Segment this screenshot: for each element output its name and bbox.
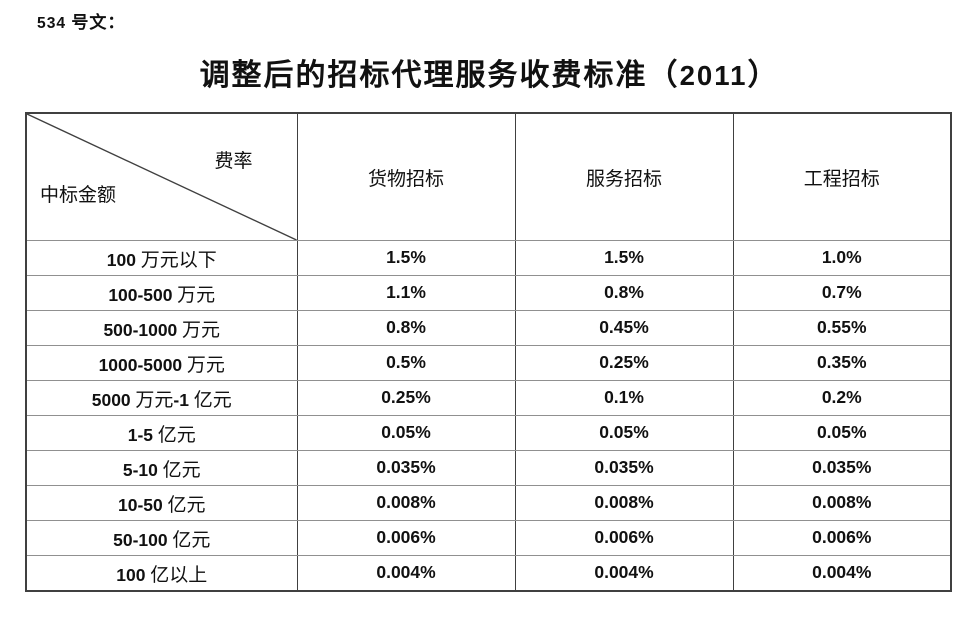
column-header-services: 服务招标: [514, 112, 734, 241]
row-label: 100 亿以上: [25, 555, 298, 592]
row-label: 5-10 亿元: [25, 450, 298, 486]
rate-cell: 0.8%: [296, 310, 516, 346]
table-row: 5-10 亿元 0.035% 0.035% 0.035%: [25, 450, 952, 486]
table-row: 100 亿以上 0.004% 0.004% 0.004%: [25, 555, 952, 592]
column-header-goods: 货物招标: [296, 112, 516, 241]
row-label: 100-500 万元: [25, 275, 298, 311]
rate-cell: 0.035%: [296, 450, 516, 486]
page-title: 调整后的招标代理服务收费标准（2011）: [199, 59, 780, 92]
row-label: 10-50 亿元: [25, 485, 298, 521]
rate-cell: 0.35%: [732, 345, 952, 381]
rate-cell: 0.25%: [296, 380, 516, 416]
rate-cell: 0.006%: [732, 520, 952, 556]
corner-amount-label: 中标金额: [40, 185, 117, 206]
diagonal-line: [27, 114, 297, 240]
corner-header-cell: 费率 中标金额: [25, 112, 298, 241]
table-row: 50-100 亿元 0.006% 0.006% 0.006%: [25, 520, 952, 556]
table-row: 100-500 万元 1.1% 0.8% 0.7%: [25, 275, 952, 311]
rate-cell: 0.5%: [296, 345, 516, 381]
row-label: 100 万元以下: [25, 240, 298, 276]
rate-cell: 0.05%: [296, 415, 516, 451]
table-row: 500-1000 万元 0.8% 0.45% 0.55%: [25, 310, 952, 346]
rate-cell: 0.55%: [732, 310, 952, 346]
table-row: 1-5 亿元 0.05% 0.05% 0.05%: [25, 415, 952, 451]
table-row: 10-50 亿元 0.008% 0.008% 0.008%: [25, 485, 952, 521]
rate-cell: 0.008%: [732, 485, 952, 521]
rate-cell: 0.25%: [514, 345, 734, 381]
rate-cell: 0.008%: [514, 485, 734, 521]
rate-cell: 0.004%: [296, 555, 516, 592]
row-label: 50-100 亿元: [25, 520, 298, 556]
table-row: 5000 万元-1 亿元 0.25% 0.1% 0.2%: [25, 380, 952, 416]
rate-cell: 0.7%: [732, 275, 952, 311]
row-label: 500-1000 万元: [25, 310, 298, 346]
rate-cell: 0.004%: [514, 555, 734, 592]
rate-cell: 0.05%: [514, 415, 734, 451]
rate-cell: 0.1%: [514, 380, 734, 416]
table-row: 1000-5000 万元 0.5% 0.25% 0.35%: [25, 345, 952, 381]
rate-cell: 0.004%: [732, 555, 952, 592]
corner-rate-label: 费率: [214, 151, 253, 172]
column-header-engineering: 工程招标: [732, 112, 952, 241]
rate-cell: 0.8%: [514, 275, 734, 311]
rate-cell: 0.035%: [514, 450, 734, 486]
rate-cell: 0.035%: [732, 450, 952, 486]
rate-cell: 0.006%: [514, 520, 734, 556]
rate-cell: 0.45%: [514, 310, 734, 346]
rate-cell: 0.2%: [732, 380, 952, 416]
table-row: 100 万元以下 1.5% 1.5% 1.0%: [25, 240, 952, 276]
doc-number-label: 534 号文：: [37, 13, 126, 32]
rate-cell: 0.05%: [732, 415, 952, 451]
row-label: 1-5 亿元: [25, 415, 298, 451]
fee-rate-table: 费率 中标金额 货物招标 服务招标 工程招标 100 万元以下 1.5% 1.5…: [25, 112, 952, 592]
header-row: 费率 中标金额 货物招标 服务招标 工程招标: [25, 112, 952, 241]
rate-cell: 1.5%: [514, 240, 734, 276]
rate-cell: 1.0%: [732, 240, 952, 276]
row-label: 1000-5000 万元: [25, 345, 298, 381]
rate-cell: 1.5%: [296, 240, 516, 276]
rate-cell: 1.1%: [296, 275, 516, 311]
rate-cell: 0.008%: [296, 485, 516, 521]
rate-cell: 0.006%: [296, 520, 516, 556]
row-label: 5000 万元-1 亿元: [25, 380, 298, 416]
